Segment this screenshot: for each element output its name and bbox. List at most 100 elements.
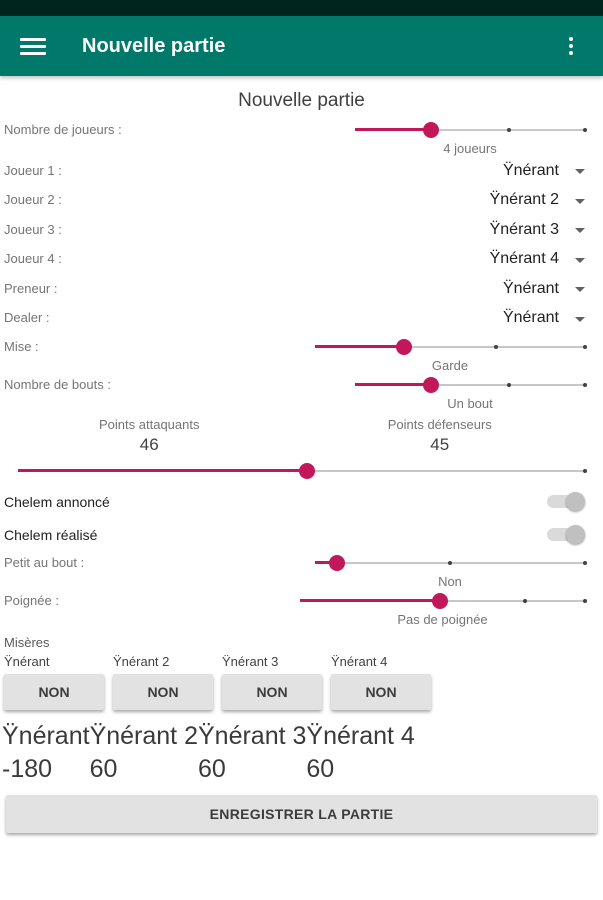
slider-tick <box>448 561 452 565</box>
dealer-select[interactable]: Ÿnérant <box>503 309 585 327</box>
switch-thumb <box>566 492 585 511</box>
select-value: Ÿnérant 4 <box>489 250 559 268</box>
misere-col: Ÿnérant 2 NON <box>113 654 213 710</box>
slider-thumb[interactable] <box>328 555 345 571</box>
preneur-select[interactable]: Ÿnérant <box>503 280 585 298</box>
misere-player-name: Ÿnérant 2 <box>113 654 170 669</box>
petit-value-label: Non <box>438 574 462 589</box>
mise-label: Mise : <box>4 339 39 354</box>
mise-row: Mise : Garde <box>0 337 603 373</box>
poignee-slider[interactable] <box>300 591 587 611</box>
joueur2-select[interactable]: Ÿnérant 2 <box>490 191 585 209</box>
select-value: Ÿnérant 3 <box>489 220 559 238</box>
select-label: Joueur 2 : <box>4 192 62 208</box>
joueur3-select[interactable]: Ÿnérant 3 <box>490 221 585 239</box>
score-values-row: -180 60 60 60 <box>2 753 415 786</box>
chelem-realise-row: Chelem réalisé <box>0 518 603 551</box>
points-defense-col: Points défenseurs 45 <box>295 417 586 455</box>
misere-non-button[interactable]: NON <box>222 674 322 710</box>
bouts-slider[interactable] <box>355 375 587 395</box>
slider-thumb[interactable] <box>299 463 316 479</box>
slider-thumb[interactable] <box>396 339 413 355</box>
joueur1-select[interactable]: Ÿnérant <box>503 162 585 180</box>
score-names-row: Ÿnérant Ÿnérant 2 Ÿnérant 3 Ÿnérant 4 <box>2 720 415 753</box>
chevron-down-icon <box>575 169 585 175</box>
chelem-annonce-switch[interactable] <box>547 492 585 511</box>
misere-non-button[interactable]: NON <box>4 674 104 710</box>
score-value: -180 <box>2 754 53 783</box>
score-value: 60 <box>306 754 335 783</box>
slider-tick <box>507 128 512 132</box>
slider-fill <box>315 561 337 564</box>
mise-value-label: Garde <box>431 358 469 373</box>
chelem-annonce-row: Chelem annoncé <box>0 485 603 518</box>
misere-non-button[interactable]: NON <box>113 674 213 710</box>
slider-fill <box>315 345 405 348</box>
content: Nouvelle partie Nombre de joueurs : 4 jo… <box>0 76 603 833</box>
save-game-button[interactable]: ENREGISTRER LA PARTIE <box>6 795 597 833</box>
select-label: Joueur 3 : <box>4 221 62 237</box>
slider-track <box>355 384 585 386</box>
slider-tick <box>507 383 512 387</box>
players-label: Nombre de joueurs : <box>4 122 122 137</box>
misere-col: Ÿnérant 3 NON <box>222 654 322 710</box>
slider-tick <box>583 469 587 473</box>
points-defense-value: 45 <box>430 435 450 454</box>
score-value: 60 <box>197 754 226 783</box>
select-row-joueur3: Joueur 3 : Ÿnérant 3 <box>0 215 603 245</box>
slider-track <box>355 129 585 131</box>
miseres-row: Ÿnérant NON Ÿnérant 2 NON Ÿnérant 3 NON … <box>0 652 603 710</box>
slider-tick <box>583 128 587 132</box>
select-label: Preneur : <box>4 280 58 296</box>
slider-thumb[interactable] <box>422 377 439 393</box>
select-row-joueur2: Joueur 2 : Ÿnérant 2 <box>0 186 603 216</box>
misere-player-name: Ÿnérant 3 <box>222 654 279 669</box>
mise-slider[interactable] <box>315 337 587 357</box>
joueur4-select[interactable]: Ÿnérant 4 <box>490 250 585 268</box>
petit-slider[interactable] <box>315 553 587 573</box>
score-table: Ÿnérant Ÿnérant 2 Ÿnérant 3 Ÿnérant 4 -1… <box>2 720 415 785</box>
score-name: Ÿnérant 3 <box>197 722 307 750</box>
chelem-realise-switch[interactable] <box>547 525 585 544</box>
score-value: 60 <box>89 754 118 783</box>
players-slider[interactable] <box>355 120 587 140</box>
slider-track <box>315 346 585 348</box>
bouts-label: Nombre de bouts : <box>4 377 111 392</box>
slider-thumb[interactable] <box>431 593 448 609</box>
chevron-down-icon <box>575 198 585 204</box>
score-name: Ÿnérant <box>2 722 90 750</box>
misere-col: Ÿnérant 4 NON <box>331 654 431 710</box>
slider-fill <box>355 383 431 386</box>
slider-tick <box>583 383 587 387</box>
slider-fill <box>18 469 308 472</box>
misere-non-button[interactable]: NON <box>331 674 431 710</box>
page-title: Nouvelle partie <box>238 90 365 111</box>
miseres-label: Misères <box>4 635 50 650</box>
select-label: Joueur 4 : <box>4 251 62 267</box>
status-bar <box>0 0 603 16</box>
overflow-menu-icon[interactable] <box>559 37 583 55</box>
select-row-joueur1: Joueur 1 : Ÿnérant <box>0 156 603 186</box>
players-row: Nombre de joueurs : 4 joueurs <box>0 120 603 156</box>
slider-fill <box>300 599 440 602</box>
slider-tick <box>583 561 587 565</box>
hamburger-menu-icon[interactable] <box>20 37 46 55</box>
select-row-preneur: Preneur : Ÿnérant <box>0 274 603 304</box>
chevron-down-icon <box>575 257 585 263</box>
app-bar-title: Nouvelle partie <box>82 34 226 57</box>
slider-thumb[interactable] <box>422 122 439 138</box>
points-row: Points attaquants 46 Points défenseurs 4… <box>0 411 603 455</box>
chelem-annonce-label: Chelem annoncé <box>4 493 110 510</box>
select-row-joueur4: Joueur 4 : Ÿnérant 4 <box>0 245 603 275</box>
poignee-value-label: Pas de poignée <box>397 612 488 627</box>
chevron-down-icon <box>575 287 585 293</box>
select-value: Ÿnérant 2 <box>489 191 559 209</box>
switch-thumb <box>566 525 585 544</box>
chevron-down-icon <box>575 228 585 234</box>
bouts-value-label: Un bout <box>447 396 493 411</box>
select-value: Ÿnérant <box>502 279 559 297</box>
slider-fill <box>355 128 431 131</box>
points-attack-label: Points attaquants <box>99 417 200 432</box>
select-label: Dealer : <box>4 310 50 326</box>
points-slider[interactable] <box>18 461 587 481</box>
